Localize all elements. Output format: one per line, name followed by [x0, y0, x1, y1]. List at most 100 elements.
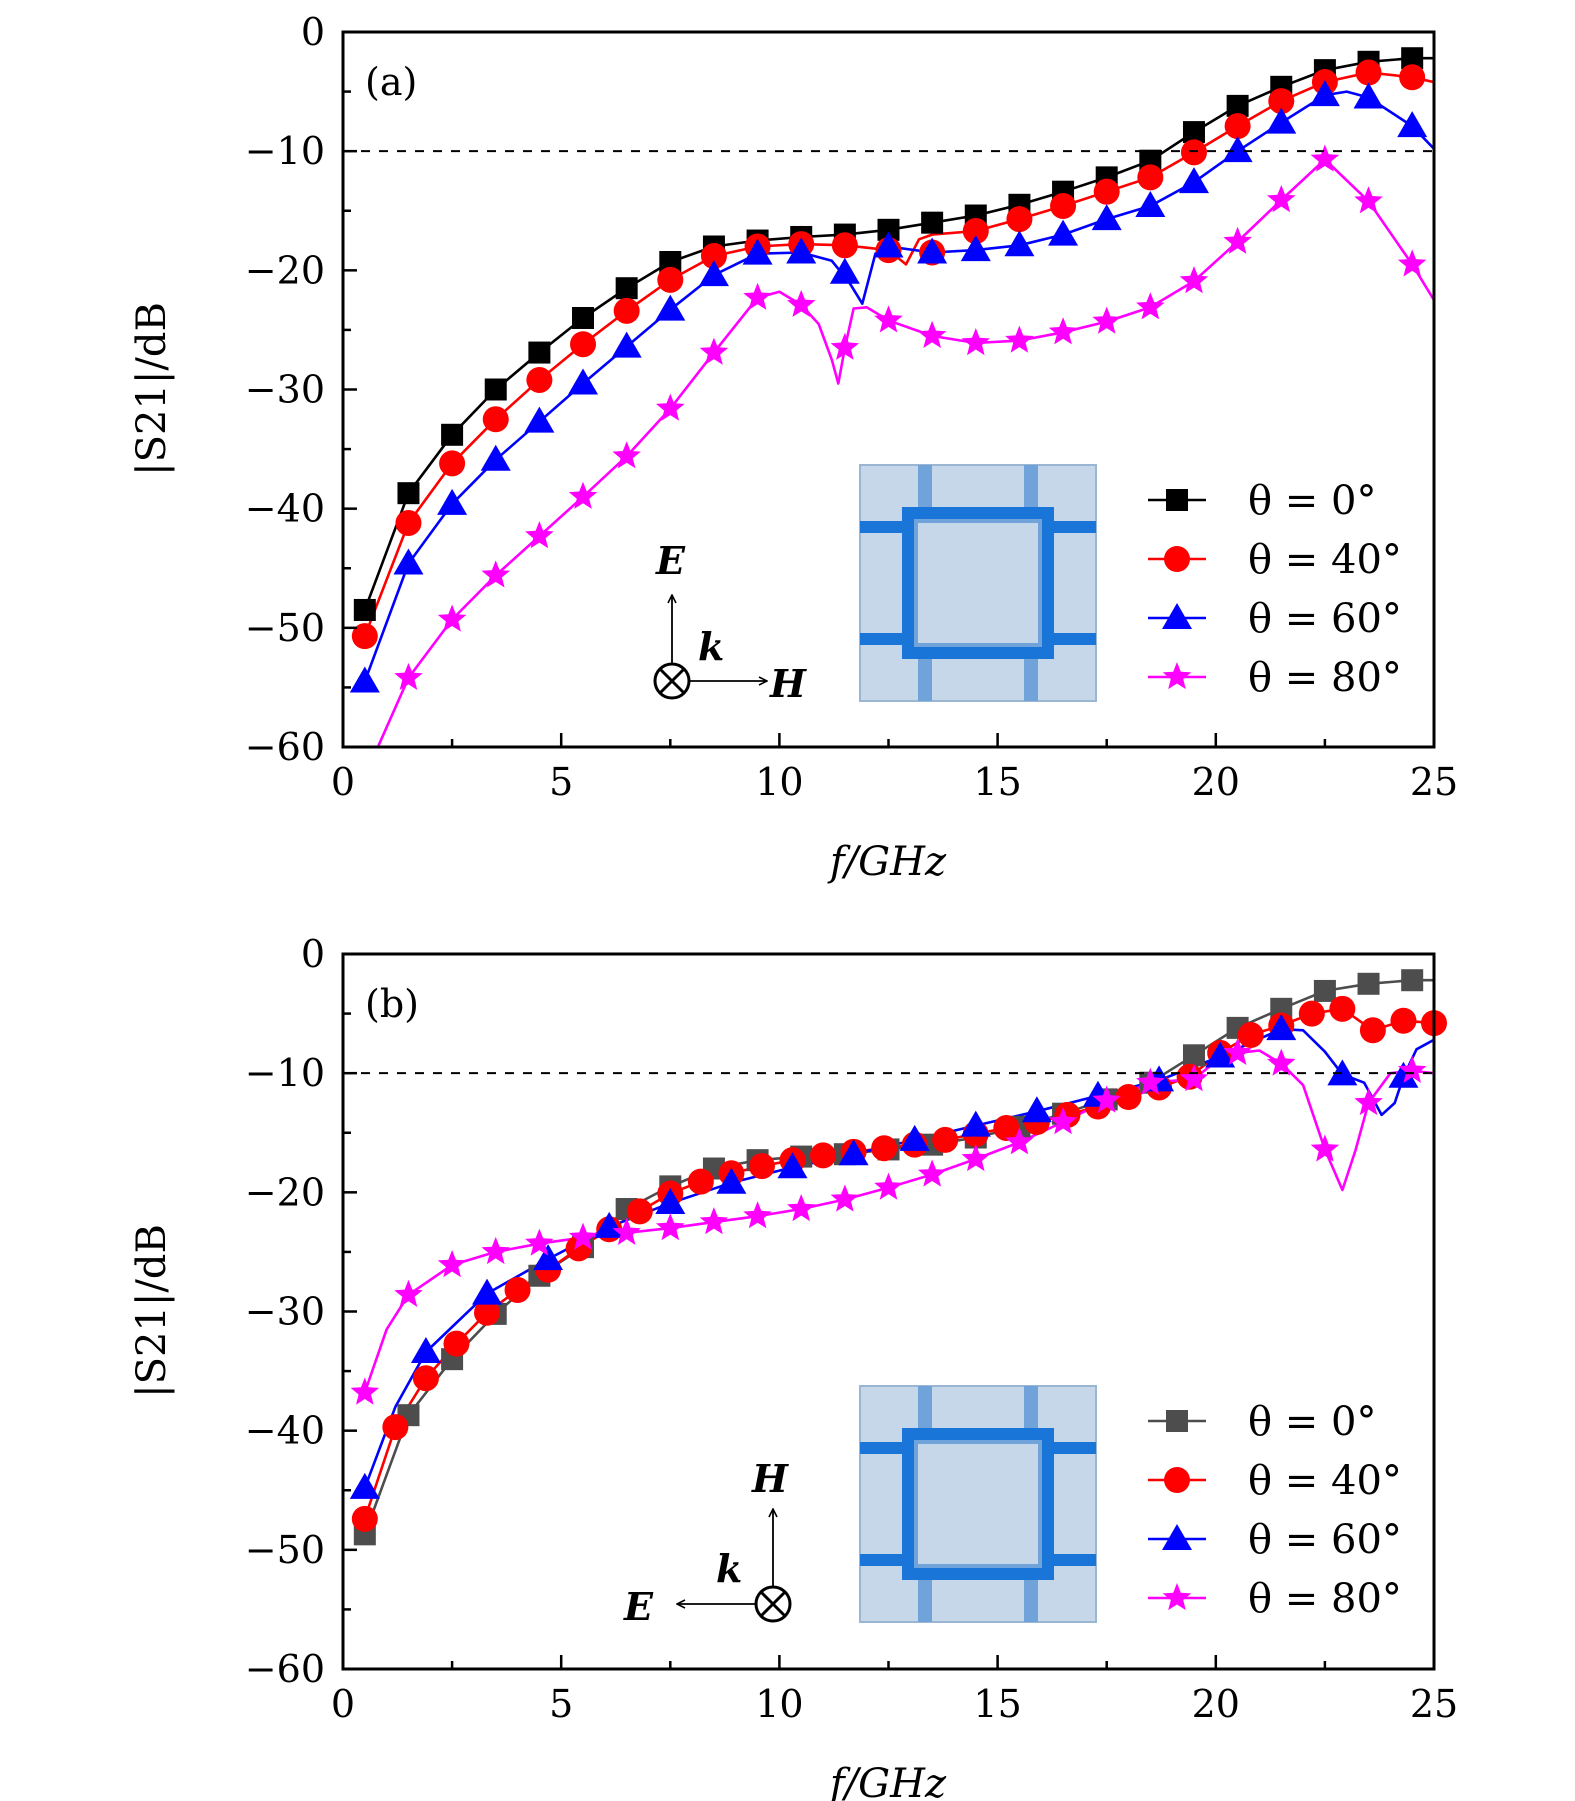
data-point	[525, 521, 554, 549]
data-point	[960, 235, 991, 262]
panel-a: 0 5 10 15 20 250−10−20−30−40−50−60 (a) f/GHz …	[129, 10, 1458, 885]
data-point	[830, 332, 860, 360]
data-point	[1329, 995, 1356, 1022]
data-point	[899, 1124, 930, 1151]
panel-a-polarization-diagram: E k H	[653, 538, 807, 706]
data-point	[657, 266, 684, 293]
y-tick-label: −10	[245, 129, 325, 173]
data-point	[394, 1279, 423, 1307]
legend-marker-swatch	[1162, 1583, 1192, 1611]
data-point	[525, 1228, 554, 1256]
data-point	[1357, 972, 1380, 995]
data-point	[439, 450, 466, 477]
data-point	[612, 1217, 641, 1245]
panel-a-label: (a)	[365, 60, 417, 104]
data-point	[568, 368, 599, 395]
data-point	[1006, 206, 1033, 233]
k-vector-label: k	[698, 624, 724, 669]
data-point	[777, 1152, 808, 1179]
panel-a-series-markers	[349, 47, 1428, 693]
series-markers-3	[394, 144, 1427, 690]
data-point	[1180, 139, 1207, 166]
data-point	[742, 238, 773, 265]
x-tick-label: 20	[1192, 760, 1240, 804]
y-tick-label: −40	[245, 487, 325, 531]
data-point	[873, 231, 904, 258]
y-tick-label: 0	[301, 932, 325, 976]
x-tick-label: 0	[331, 760, 355, 804]
data-point	[1048, 1107, 1078, 1135]
data-point	[484, 378, 507, 401]
x-tick-label: 5	[549, 1682, 573, 1726]
data-point	[1355, 59, 1382, 86]
legend-label: θ = 80°	[1248, 655, 1402, 701]
data-point	[1388, 1061, 1419, 1088]
data-point	[1005, 1127, 1034, 1155]
data-point	[1050, 192, 1077, 219]
data-point	[394, 662, 423, 690]
data-point	[699, 337, 729, 365]
data-point	[481, 1236, 510, 1265]
data-point	[1091, 204, 1122, 231]
data-point	[441, 423, 464, 446]
series-line-3	[363, 1049, 1434, 1393]
data-point	[412, 1365, 439, 1392]
legend-marker-swatch	[1162, 1524, 1192, 1550]
y-tick-label: −50	[245, 1528, 325, 1572]
panel-b-polarization-diagram: H k E	[623, 1456, 792, 1629]
panel-a-unit-cell-inset	[860, 465, 1096, 701]
y-tick-label: −40	[245, 1409, 325, 1453]
data-point	[437, 604, 467, 632]
data-point	[1401, 969, 1424, 992]
data-point	[481, 560, 510, 588]
data-point	[1048, 317, 1078, 345]
data-point	[1092, 1085, 1121, 1113]
data-point	[482, 406, 509, 433]
legend-entry: θ = 40°	[1148, 537, 1402, 583]
y-tick-label: −30	[245, 368, 325, 412]
data-point	[874, 1172, 903, 1200]
data-point	[698, 260, 729, 287]
data-point	[700, 243, 727, 270]
data-point	[397, 482, 420, 505]
panel-b-legend: θ = 0° θ = 40° θ = 60° θ = 80°	[1148, 1399, 1402, 1622]
e-field-label: E	[655, 538, 686, 583]
data-point	[659, 250, 682, 273]
data-point	[743, 282, 772, 310]
data-point	[351, 623, 378, 650]
data-point	[655, 1188, 686, 1215]
panel-a-axes: 0 5 10 15 20 25 0 −10 −20 −30 −40 −50 −60	[245, 10, 1458, 804]
data-point	[1223, 1037, 1252, 1065]
data-point	[613, 297, 640, 324]
data-point	[351, 1505, 378, 1532]
data-point	[716, 1167, 747, 1194]
data-point	[1359, 1017, 1386, 1044]
data-point	[961, 328, 990, 356]
data-point	[1093, 178, 1120, 205]
data-point	[533, 1244, 564, 1271]
data-point	[830, 1184, 860, 1212]
data-point	[524, 406, 555, 433]
x-tick-label: 25	[1410, 760, 1458, 804]
data-point	[443, 1330, 470, 1357]
data-point	[1310, 144, 1340, 172]
data-point	[1310, 1134, 1340, 1162]
data-point	[1397, 111, 1428, 138]
y-tick-label: −10	[245, 1051, 325, 1095]
data-point	[480, 444, 511, 471]
data-point	[393, 548, 424, 575]
data-point	[612, 441, 641, 469]
data-point	[1354, 186, 1383, 214]
data-point	[748, 1153, 775, 1180]
data-point	[1182, 1044, 1205, 1067]
x-tick-label: 10	[755, 760, 803, 804]
data-point	[917, 237, 948, 264]
data-point	[1223, 226, 1252, 254]
panel-b-y-axis-title: |S21|/dB	[129, 1224, 175, 1398]
y-tick-label: −30	[245, 1290, 325, 1334]
panel-b-series-markers	[349, 969, 1447, 1546]
data-point	[961, 1144, 990, 1172]
data-point	[437, 488, 468, 515]
data-point	[1224, 113, 1251, 140]
